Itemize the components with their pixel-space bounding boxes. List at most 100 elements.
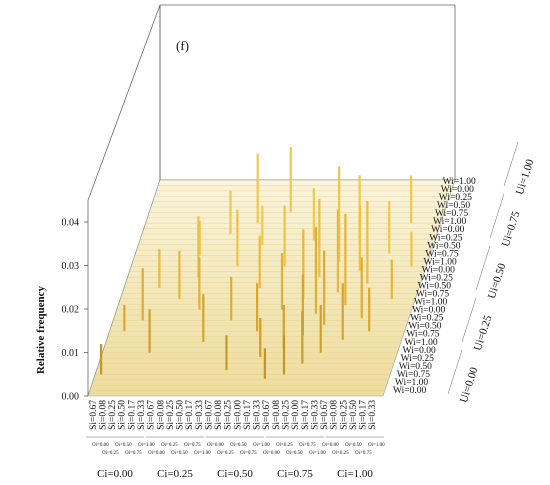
oi-tick-label: Oi=0.25 <box>217 451 234 456</box>
oi-tick-label: Oi=0.75 <box>184 443 201 448</box>
x-si-tick-label: Si=0.08 <box>214 400 224 430</box>
oi-tick-label: Oi=0.25 <box>276 443 293 448</box>
oi-tick-label: Oi=0.50 <box>115 443 132 448</box>
y-tick-label: 0.04 <box>62 218 80 229</box>
ui-group-bracket <box>489 193 505 239</box>
oi-tick-label: Oi=0.00 <box>92 443 109 448</box>
x-si-tick-label: Si=0.00 <box>291 400 301 430</box>
ci-group-label: Ci=0.00 <box>97 468 133 480</box>
x-si-tick-label: Si=0.08 <box>330 400 340 430</box>
oi-tick-label: Oi=1.00 <box>253 443 270 448</box>
depth-wi-tick-label: Wi=1.00 <box>414 298 447 308</box>
x-si-tick-label: Si=0.17 <box>359 400 369 430</box>
depth-wi-tick-label: Wi=1.00 <box>424 257 457 267</box>
x-si-tick-label: Si=0.17 <box>243 400 253 430</box>
x-si-tick-label: Si=0.33 <box>253 400 263 430</box>
ci-group-label: Ci=0.50 <box>217 468 253 480</box>
depth-wi-tick-label: Wi=1.00 <box>404 338 437 348</box>
oi-tick-label: Oi=1.00 <box>194 451 211 456</box>
oi-tick-label: Oi=1.00 <box>368 443 385 448</box>
depth-wi-tick-label: Wi=0.25 <box>420 273 453 283</box>
oi-tick-label: Oi=0.25 <box>102 451 119 456</box>
depth-wi-tick-label: Wi=0.25 <box>429 233 462 243</box>
oi-tick-label: Oi=0.50 <box>345 443 362 448</box>
x-si-tick-label: Si=0.25 <box>339 400 349 430</box>
y-axis-label: Relative frequency <box>35 285 47 374</box>
depth-wi-tick-label: Wi=0.00 <box>393 386 426 396</box>
depth-wi-tick-label: Wi=0.00 <box>412 306 445 316</box>
oi-tick-label: Oi=0.50 <box>286 451 303 456</box>
depth-wi-tick-label: Wi=0.50 <box>408 322 441 332</box>
x-si-tick-label: Si=0.17 <box>301 400 311 430</box>
x-si-tick-label: Si=0.25 <box>224 400 234 430</box>
depth-wi-tick-label: Wi=0.25 <box>401 354 434 364</box>
ui-group-bracket <box>447 349 463 395</box>
x-si-tick-label: Si=0.67 <box>147 400 157 430</box>
ui-group-label: Ui=0.50 <box>486 261 509 300</box>
depth-wi-tick-label: Wi=1.00 <box>443 177 476 187</box>
depth-wi-tick-label: Wi=0.75 <box>406 330 439 340</box>
panel-label: (f) <box>176 38 189 53</box>
y-axis: 0.00 0.01 0.02 0.03 0.04 <box>62 218 88 403</box>
oi-tick-label: Oi=0.50 <box>171 451 188 456</box>
depth-wi-tick-label: Wi=0.00 <box>431 225 464 235</box>
oi-tick-label: Oi=0.75 <box>125 451 142 456</box>
x-si-tick-label: Si=0.25 <box>281 400 291 430</box>
x-si-tick-label: Si=0.50 <box>349 400 359 430</box>
depth-wi-tick-label: Wi=0.00 <box>403 346 436 356</box>
oi-tick-label: Oi=0.50 <box>230 443 247 448</box>
depth-wi-tick-label: Wi=0.25 <box>439 193 472 203</box>
depth-wi-tick-label: Wi=0.25 <box>410 314 443 324</box>
oi-tick-label: Oi=0.25 <box>332 451 349 456</box>
depth-wi-tick-label: Wi=0.50 <box>437 201 470 211</box>
x-si-tick-label: Si=0.67 <box>320 400 330 430</box>
x-si-tick-label: Si=0.67 <box>262 400 272 430</box>
x-si-tick-label: Si=0.00 <box>233 400 243 430</box>
oi-tick-label: Oi=0.00 <box>207 443 224 448</box>
ui-group-bracket <box>475 245 491 291</box>
x-si-tick-label: Si=0.33 <box>310 400 320 430</box>
x-si-tick-label: Si=0.08 <box>98 400 108 430</box>
oi-tick-label: Oi=0.75 <box>355 451 372 456</box>
ci-group-label: Ci=0.75 <box>277 468 313 480</box>
oi-tick-label: Oi=0.75 <box>299 443 316 448</box>
x-si-tick-label: Si=0.17 <box>127 400 137 430</box>
chart-floor <box>87 179 456 397</box>
depth-wi-tick-label: Wi=0.00 <box>422 265 455 275</box>
oi-tick-label: Oi=1.00 <box>309 451 326 456</box>
x-si-tick-label: Si=0.25 <box>108 400 118 430</box>
x-si-tick-label: Si=0.50 <box>118 400 128 430</box>
depth-wi-tick-label: Wi=0.75 <box>435 209 468 219</box>
oi-tick-label: Oi=0.00 <box>263 451 280 456</box>
x-si-tick-label: Si=0.50 <box>176 400 186 430</box>
depth-wi-tick-label: Wi=0.75 <box>425 249 458 259</box>
x-si-tick-label: Si=0.33 <box>368 400 378 430</box>
y-tick-label: 0.01 <box>62 348 80 359</box>
ci-group-label: Ci=0.25 <box>157 468 193 480</box>
depth-wi-tick-label: Wi=0.75 <box>416 290 449 300</box>
back-wall <box>159 4 456 181</box>
x-si-tick-label: Si=0.67 <box>89 400 99 430</box>
x-si-tick-label: Si=0.17 <box>185 400 195 430</box>
x-si-tick-label: Si=0.25 <box>166 400 176 430</box>
x-si-tick-label: Si=0.33 <box>195 400 205 430</box>
y-tick-label: 0.00 <box>62 392 80 403</box>
depth-wi-tick-label: Wi=0.00 <box>441 185 474 195</box>
ui-group-label: Ui=0.25 <box>472 313 495 352</box>
x-si-tick-label: Si=0.08 <box>156 400 166 430</box>
oi-tick-label: Oi=0.00 <box>148 451 165 456</box>
ui-group-bracket <box>503 141 519 187</box>
oi-tick-label: Oi=0.00 <box>322 443 339 448</box>
y-tick-label: 0.03 <box>62 261 80 272</box>
bars-layer <box>99 147 413 379</box>
ui-group-label: Ui=1.00 <box>514 157 537 196</box>
depth-wi-tick-label: Wi=1.00 <box>395 378 428 388</box>
ui-group-label: Ui=0.75 <box>500 209 523 248</box>
x-si-tick-label: Si=0.08 <box>272 400 282 430</box>
oi-tick-label: Oi=0.25 <box>161 443 178 448</box>
depth-wi-tick-label: Wi=0.75 <box>397 370 430 380</box>
depth-wi-tick-label: Wi=0.50 <box>418 282 451 292</box>
x-si-tick-label: Si=0.33 <box>137 400 147 430</box>
depth-wi-tick-label: Wi=0.50 <box>427 241 460 251</box>
